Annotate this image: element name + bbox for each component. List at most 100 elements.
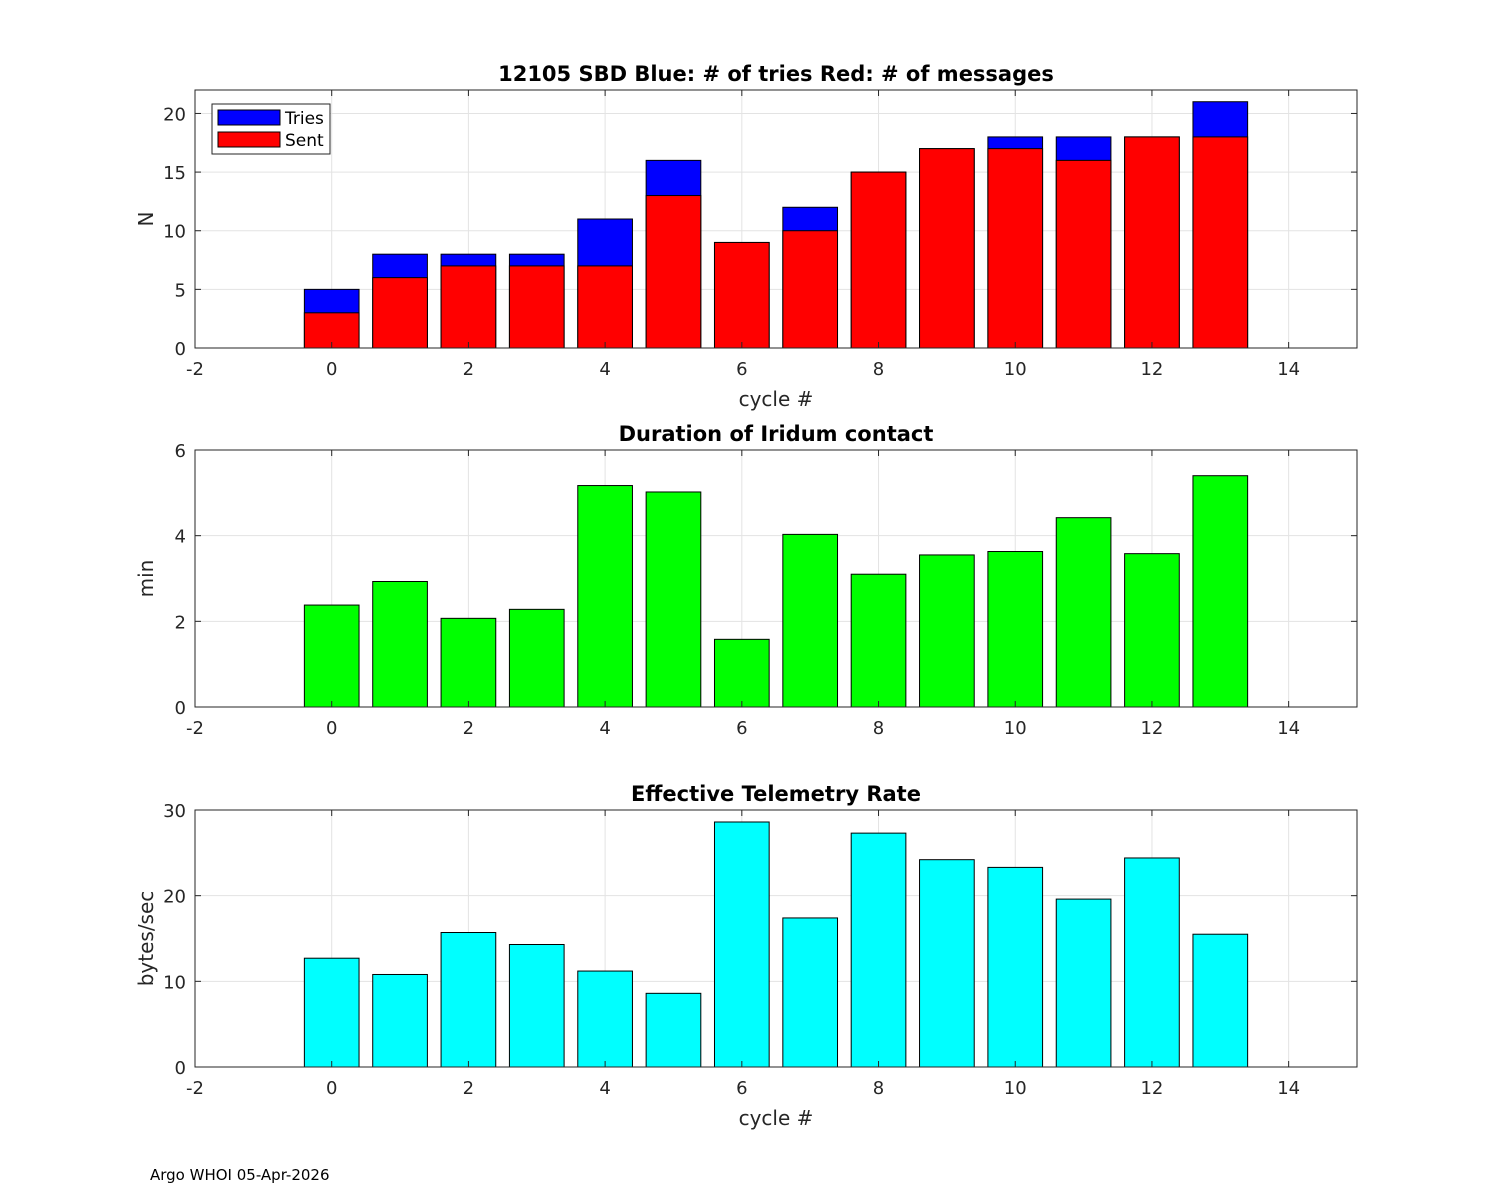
- panel2-y-tick-label: 2: [175, 612, 186, 633]
- panel2-bar-duration: [1055, 517, 1112, 708]
- panel2-x-tick-label: 0: [326, 718, 337, 739]
- panel3-bar-rate: [303, 957, 360, 1068]
- panel3-bar-rate: [919, 859, 975, 1068]
- panel1-legend-label-tries: Tries: [284, 109, 324, 129]
- panel3-x-tick-label: 10: [1004, 1078, 1027, 1099]
- panel2-plot-area: [195, 450, 1357, 707]
- panel2-bar-duration: [987, 551, 1044, 708]
- panel1-bar-sent: [440, 265, 497, 349]
- panel2-bar-duration: [850, 573, 907, 708]
- panel3-bar-rate: [1192, 933, 1249, 1068]
- panel2-bar-duration: [440, 617, 497, 708]
- panel2-y-tick-label: 4: [175, 527, 186, 548]
- panel2-x-tick-label: 8: [873, 718, 884, 739]
- panel3-x-tick-label: 2: [463, 1078, 474, 1099]
- panel3-bar-rate: [508, 943, 565, 1068]
- panel2-x-tick-label: 10: [1004, 718, 1027, 739]
- panel3-axes-box: [194, 809, 1358, 1068]
- panel2-bar-duration: [508, 608, 565, 708]
- panel2-bar-duration: [372, 580, 428, 708]
- panel3-x-tick-label: 14: [1277, 1078, 1300, 1099]
- panel1-x-tick-label: 6: [736, 359, 747, 380]
- panel2-bar-duration: [1192, 475, 1249, 708]
- panel2-x-tick-label: 2: [463, 718, 474, 739]
- panel2-bar-duration: [577, 485, 633, 708]
- panel3-bar-rate: [372, 973, 428, 1068]
- panel1-y-tick-label: 0: [175, 339, 186, 360]
- panel3-bar-rate: [782, 917, 839, 1068]
- panel3-y-tick-label: 30: [163, 801, 186, 822]
- panel1-legend-swatch-tries: [217, 109, 281, 126]
- panel2-bar-duration: [919, 554, 975, 708]
- panel1-bar-sent: [508, 265, 565, 349]
- panel1-bar-sent: [713, 241, 770, 349]
- panel2-y-axis-label: min: [134, 560, 158, 598]
- panel1-bar-sent: [372, 277, 428, 349]
- panel2-axes-box: [194, 449, 1358, 708]
- panel1-title: 12105 SBD Blue: # of tries Red: # of mes…: [498, 62, 1054, 86]
- panel3-bar-rate: [987, 866, 1044, 1068]
- panel1-x-tick-label: 8: [873, 359, 884, 380]
- panel1-bar-sent: [782, 230, 839, 349]
- panel1-x-tick-label: 14: [1277, 359, 1300, 380]
- panel3-title: Effective Telemetry Rate: [631, 782, 921, 806]
- panel3-bar-rate: [645, 992, 702, 1068]
- panel2-bar-duration: [645, 491, 702, 708]
- panel1-bar-sent: [987, 148, 1044, 349]
- panel1-bar-sent: [1055, 159, 1112, 349]
- panel3-x-tick-label: 8: [873, 1078, 884, 1099]
- panel2-x-tick-label: -2: [186, 718, 204, 739]
- panel1-y-tick-label: 15: [163, 163, 186, 184]
- panel1-bar-sent: [645, 195, 702, 349]
- panel1-bar-sent: [919, 148, 975, 349]
- panel2-x-tick-label: 6: [736, 718, 747, 739]
- panel3-x-tick-label: -2: [186, 1078, 204, 1099]
- panel3-plot-area: [195, 810, 1357, 1067]
- panel1-bar-sent: [850, 171, 907, 349]
- panel3-y-tick-label: 20: [163, 887, 186, 908]
- panel3-y-tick-label: 0: [175, 1058, 186, 1079]
- panel3-bar-rate: [440, 932, 497, 1068]
- panel1-y-tick-label: 20: [163, 104, 186, 125]
- panel3-x-axis-label: cycle #: [739, 1106, 814, 1130]
- panel3-y-axis-label: bytes/sec: [134, 891, 158, 987]
- panel1-x-axis-label: cycle #: [739, 387, 814, 411]
- panel1-y-tick-label: 5: [175, 280, 186, 301]
- panel1-bar-sent: [1192, 136, 1249, 349]
- panel2-x-tick-label: 12: [1140, 718, 1163, 739]
- panel1-x-tick-label: 0: [326, 359, 337, 380]
- panel2-x-tick-label: 4: [599, 718, 610, 739]
- panel1-y-tick-label: 10: [163, 222, 186, 243]
- panel1-x-tick-label: -2: [186, 359, 204, 380]
- footer-credit: Argo WHOI 05-Apr-2026: [150, 1166, 330, 1184]
- panel2-x-tick-label: 14: [1277, 718, 1300, 739]
- panel3-bar-rate: [850, 832, 907, 1068]
- panel1-x-tick-label: 4: [599, 359, 610, 380]
- panel1-x-tick-label: 10: [1004, 359, 1027, 380]
- panel1-y-axis-label: N: [134, 212, 158, 227]
- panel1-legend-swatch-sent: [217, 131, 281, 148]
- panel1-legend-label-sent: Sent: [285, 131, 324, 151]
- panel1-bar-sent: [577, 265, 633, 349]
- panel1-axes-box: [194, 89, 1358, 349]
- panel3-x-tick-label: 6: [736, 1078, 747, 1099]
- panel2-title: Duration of Iridum contact: [619, 422, 934, 446]
- panel3-x-tick-label: 0: [326, 1078, 337, 1099]
- panel1-plot-area: [195, 90, 1357, 348]
- panel2-bar-duration: [1124, 553, 1180, 708]
- panel1-x-tick-label: 12: [1140, 359, 1163, 380]
- panel1-bar-sent: [1124, 136, 1180, 349]
- panel2-bar-duration: [303, 604, 360, 708]
- panel3-bar-rate: [713, 821, 770, 1068]
- panel2-y-tick-label: 6: [175, 441, 186, 462]
- panel3-x-tick-label: 4: [599, 1078, 610, 1099]
- panel2-y-tick-label: 0: [175, 698, 186, 719]
- panel2-bar-duration: [713, 638, 770, 708]
- panel3-x-tick-label: 12: [1140, 1078, 1163, 1099]
- panel3-bar-rate: [1055, 898, 1112, 1068]
- panel2-bar-duration: [782, 533, 839, 708]
- panel3-bar-rate: [1124, 857, 1180, 1068]
- panel3-bar-rate: [577, 970, 633, 1068]
- panel3-y-tick-label: 10: [163, 972, 186, 993]
